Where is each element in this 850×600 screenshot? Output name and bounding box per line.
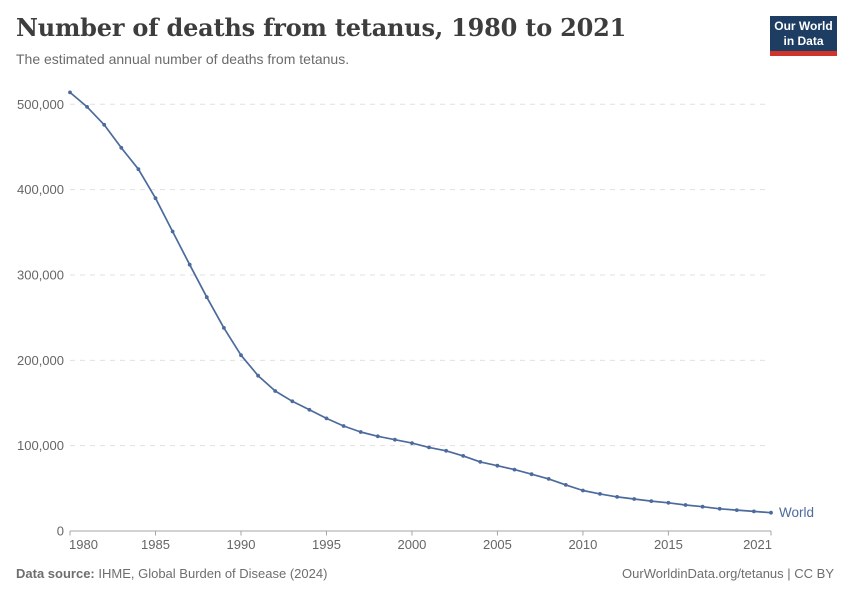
data-point[interactable] xyxy=(393,437,397,442)
data-point[interactable] xyxy=(563,483,568,487)
data-point[interactable] xyxy=(341,424,346,428)
data-point[interactable] xyxy=(358,430,363,434)
series-end-label: World xyxy=(779,505,814,520)
data-point[interactable] xyxy=(85,105,89,109)
data-point[interactable] xyxy=(273,389,278,393)
x-axis-tick-label: 1995 xyxy=(312,537,341,552)
data-point[interactable] xyxy=(136,167,141,172)
data-point[interactable] xyxy=(307,407,312,412)
x-axis-tick-label: 2015 xyxy=(654,537,683,552)
data-point[interactable] xyxy=(204,295,209,300)
owid-logo-line2: in Data xyxy=(783,33,824,48)
x-axis-tick-label: 1980 xyxy=(69,537,98,552)
data-point[interactable] xyxy=(170,229,175,234)
y-axis-tick-label: 200,000 xyxy=(17,353,64,368)
license-credit[interactable]: OurWorldinData.org/tetanus | CC BY xyxy=(622,566,834,581)
data-point[interactable] xyxy=(512,467,517,472)
data-point[interactable] xyxy=(495,463,500,468)
data-point[interactable] xyxy=(102,122,107,127)
chart-subtitle: The estimated annual number of deaths fr… xyxy=(16,51,350,67)
y-axis-tick-label: 500,000 xyxy=(17,97,64,112)
data-point[interactable] xyxy=(153,196,158,201)
data-point[interactable] xyxy=(375,434,380,439)
data-point[interactable] xyxy=(290,399,295,404)
x-axis-tick-label: 1990 xyxy=(227,537,256,552)
data-point[interactable] xyxy=(187,262,192,267)
data-source-text: IHME, Global Burden of Disease (2024) xyxy=(98,566,328,581)
data-point[interactable] xyxy=(598,492,602,496)
data-source: Data source: IHME, Global Burden of Dise… xyxy=(16,566,327,581)
y-axis-tick-label: 300,000 xyxy=(17,267,64,282)
x-axis-tick-label: 2005 xyxy=(483,537,512,552)
data-source-label: Data source: xyxy=(16,566,95,581)
data-point[interactable] xyxy=(68,90,72,95)
data-point[interactable] xyxy=(461,454,466,458)
data-point[interactable] xyxy=(615,495,619,499)
data-point[interactable] xyxy=(478,460,483,464)
data-point[interactable] xyxy=(649,499,654,503)
owid-logo-line1: Our World xyxy=(774,18,833,33)
x-axis-tick-label: 2010 xyxy=(568,537,597,552)
page-title: Number of deaths from tetanus, 1980 to 2… xyxy=(16,13,627,42)
x-axis-tick-label: 2000 xyxy=(397,537,426,552)
data-point[interactable] xyxy=(119,145,124,150)
data-point[interactable] xyxy=(700,504,705,509)
data-point[interactable] xyxy=(444,448,448,453)
y-axis-tick-label: 100,000 xyxy=(17,438,64,453)
data-point[interactable] xyxy=(529,472,534,477)
y-axis-tick-label: 0 xyxy=(57,524,64,539)
data-point[interactable] xyxy=(717,506,722,511)
data-point[interactable] xyxy=(222,326,226,330)
data-point[interactable] xyxy=(410,441,414,445)
x-axis-tick-label: 1985 xyxy=(141,537,170,552)
data-point[interactable] xyxy=(324,416,329,421)
owid-logo[interactable]: Our World in Data xyxy=(770,16,837,56)
data-point[interactable] xyxy=(752,509,756,514)
data-point[interactable] xyxy=(427,445,431,450)
data-point[interactable] xyxy=(666,500,671,505)
data-point[interactable] xyxy=(546,477,551,481)
data-point[interactable] xyxy=(632,497,637,501)
data-point[interactable] xyxy=(581,488,585,493)
x-axis-tick-label: 2021 xyxy=(743,537,772,552)
data-point[interactable] xyxy=(769,510,773,515)
data-point[interactable] xyxy=(256,373,260,378)
data-point[interactable] xyxy=(734,508,739,512)
chart-footer: Data source: IHME, Global Burden of Dise… xyxy=(16,566,834,581)
data-point[interactable] xyxy=(683,503,688,507)
data-point[interactable] xyxy=(239,353,243,358)
y-axis-tick-label: 400,000 xyxy=(17,182,64,197)
world-series-line[interactable] xyxy=(69,91,772,514)
